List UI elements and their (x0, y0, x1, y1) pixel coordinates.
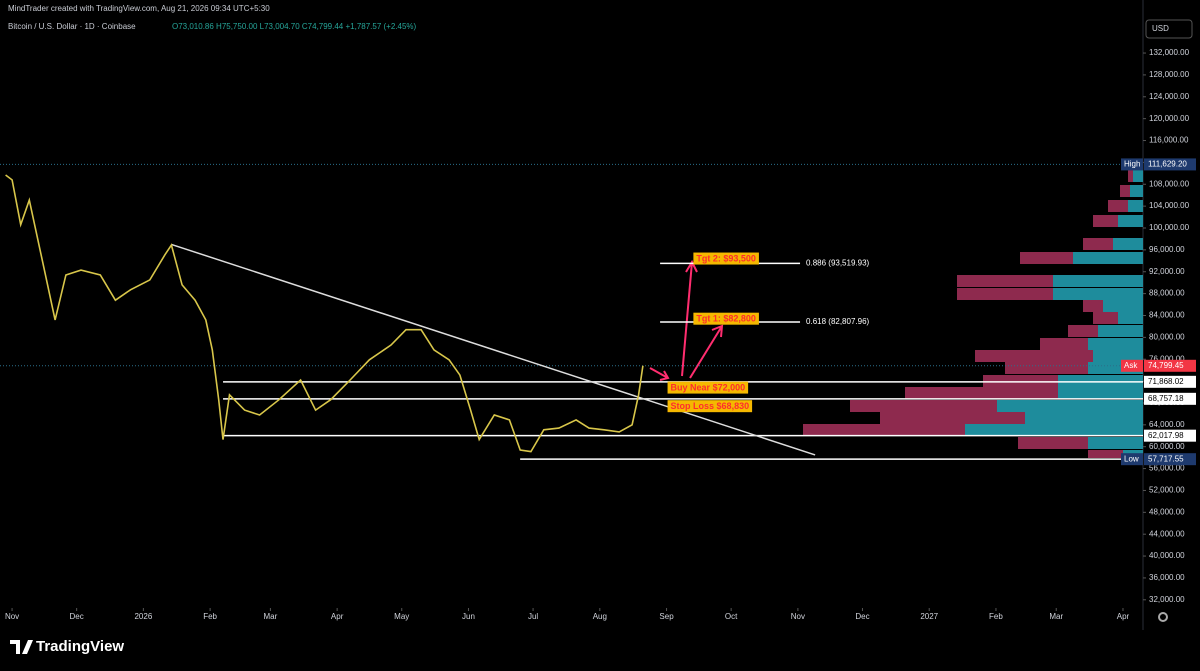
symbol: Bitcoin / U.S. Dollar · 1D · Coinbase (8, 22, 136, 31)
y-tick-label: 60,000.00 (1149, 442, 1185, 451)
price-tag (1144, 158, 1196, 171)
x-tick-label: Feb (989, 612, 1003, 621)
tag-box (1121, 158, 1143, 171)
y-tick-label: 132,000.00 (1149, 48, 1190, 57)
x-tick-label: Dec (70, 612, 84, 621)
x-tick-label: Mar (264, 612, 278, 621)
arrows (649, 259, 724, 381)
price-tag-label: 57,717.55 (1148, 454, 1184, 463)
annotation-box (667, 400, 753, 413)
tag-box (1121, 359, 1143, 372)
price-tag-label: 62,017.98 (1148, 431, 1184, 440)
tag-box (1121, 453, 1143, 466)
x-tick-label: Aug (593, 612, 607, 621)
x-tick-label: Feb (203, 612, 217, 621)
price-tag (1144, 375, 1196, 388)
price-tag (1144, 429, 1196, 442)
x-tick-label: 2026 (134, 612, 152, 621)
y-tick-label: 36,000.00 (1149, 573, 1185, 582)
x-tick-label: May (394, 612, 409, 621)
price-line (5, 174, 644, 453)
x-tick-label: Nov (791, 612, 805, 621)
price-tag-label: 71,868.02 (1148, 377, 1184, 386)
y-tick-label: 128,000.00 (1149, 70, 1190, 79)
fib-label: 0.886 (93,519.93) (806, 259, 869, 268)
price-tag-label: 111,629.20 (1148, 160, 1187, 169)
x-tick-label: Oct (725, 612, 738, 621)
settings-icon[interactable] (1158, 612, 1168, 622)
tag-label: Low (1124, 454, 1139, 463)
y-tick-label: 40,000.00 (1149, 551, 1185, 560)
y-tick-label: 44,000.00 (1149, 529, 1185, 538)
trendline (171, 243, 816, 456)
fib-label: 0.618 (82,807.96) (806, 317, 869, 326)
y-tick-label: 96,000.00 (1149, 245, 1185, 254)
y-tick-label: 56,000.00 (1149, 464, 1185, 473)
x-tick-label: Sep (659, 612, 674, 621)
y-tick-label: 108,000.00 (1149, 179, 1190, 188)
annotation: Buy Near $72,000 (671, 383, 746, 393)
y-tick-label: 100,000.00 (1149, 223, 1190, 232)
x-tick-label: Jul (528, 612, 538, 621)
x-tick-label: Mar (1049, 612, 1063, 621)
y-tick-label: 32,000.00 (1149, 595, 1185, 604)
y-tick-label: 48,000.00 (1149, 507, 1185, 516)
annotation: Tgt 1: $82,800 (696, 314, 756, 324)
y-tick-label: 116,000.00 (1149, 136, 1189, 145)
tag-label: Ask (1124, 361, 1138, 370)
x-tick-label: Nov (5, 612, 19, 621)
x-tick-label: Apr (331, 612, 344, 621)
currency[interactable]: USD (1152, 24, 1169, 33)
y-tick-label: 124,000.00 (1149, 92, 1190, 101)
y-tick-label: 104,000.00 (1149, 201, 1190, 210)
brand-logo (10, 640, 33, 654)
x-tick-label: 2027 (920, 612, 938, 621)
annotation-box (693, 252, 759, 265)
y-tick-label: 88,000.00 (1149, 289, 1185, 298)
price-tag-label: 68,757.18 (1148, 394, 1184, 403)
price-tag (1144, 453, 1196, 466)
x-tick-label: Jun (462, 612, 475, 621)
brand: TradingView (36, 638, 124, 655)
annotation: Tgt 2: $93,500 (696, 254, 756, 264)
annotation-box (667, 381, 749, 394)
footer (0, 630, 1200, 666)
currency-box[interactable] (1145, 19, 1193, 39)
ohlc: O73,010.86 H75,750.00 L73,004.70 C74,799… (172, 22, 417, 31)
tag-label: High (1124, 160, 1140, 169)
y-tick-label: 84,000.00 (1149, 311, 1185, 320)
x-tick-label: Dec (855, 612, 869, 621)
y-tick-label: 64,000.00 (1149, 420, 1185, 429)
y-tick-label: 80,000.00 (1149, 332, 1185, 341)
y-tick-label: 92,000.00 (1149, 267, 1185, 276)
y-tick-label: 120,000.00 (1149, 114, 1190, 123)
annotation: Stop Loss $68,830 (671, 401, 750, 411)
price-tag (1144, 392, 1196, 405)
y-tick-label: 76,000.00 (1149, 354, 1185, 363)
price-tag (1144, 359, 1196, 372)
y-tick-label: 52,000.00 (1149, 486, 1185, 495)
x-tick-label: Apr (1117, 612, 1130, 621)
annotation-box (693, 312, 759, 325)
volume-profile (803, 170, 1143, 458)
price-tag-label: 74,799.45 (1148, 361, 1184, 370)
credit: MindTrader created with TradingView.com,… (8, 4, 270, 13)
